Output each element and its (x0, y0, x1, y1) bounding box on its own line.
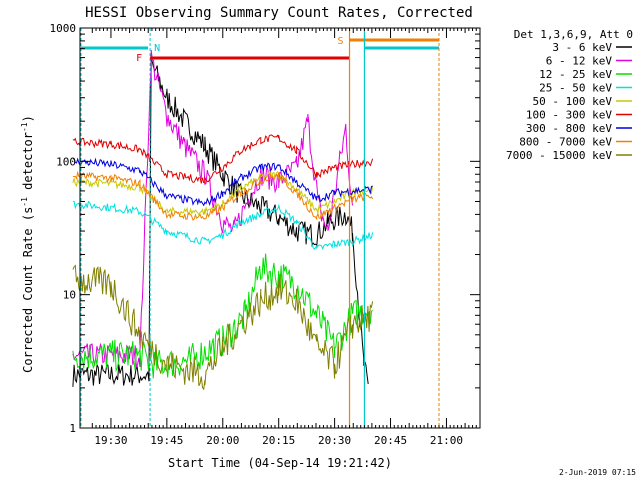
legend-label: 6 - 12 keV (546, 55, 613, 68)
series-line-9 (72, 264, 374, 391)
y-axis-label-group: Corrected Count Rate (s-1 detector-1) (20, 115, 35, 373)
axes: 1 10 100 1000 19:30 19:45 20:00 20:15 20:30 20:45… (50, 22, 481, 447)
series-line-5 (72, 170, 374, 217)
y-axis-label-mid: detector (21, 132, 35, 197)
marker-label-n: N (154, 43, 160, 54)
y-axis-label: Corrected Count Rate (s-1 detector-1) (20, 115, 35, 373)
x-tick-label: 20:45 (374, 434, 407, 447)
legend-label: 300 - 800 keV (526, 122, 612, 135)
plot-area: N F S (72, 28, 440, 428)
legend-label: 12 - 25 keV (539, 68, 612, 81)
x-tick-label: 20:00 (206, 434, 239, 447)
x-tick-label: 20:15 (262, 434, 295, 447)
x-tick-label: 19:45 (150, 434, 183, 447)
series-line-8 (72, 170, 374, 221)
y-tick-label: 1 (69, 422, 76, 435)
y-axis-label-end: ) (21, 115, 35, 122)
legend-label: 7000 - 15000 keV (506, 149, 612, 162)
marker-label-s: S (338, 36, 344, 47)
marker-label-f: F (136, 53, 142, 64)
legend-label: 3 - 6 keV (552, 41, 612, 54)
x-tick-label: 19:30 (94, 434, 127, 447)
series-line-2 (72, 50, 353, 368)
legend-label: 50 - 100 keV (533, 95, 613, 108)
series-line-1 (72, 53, 369, 387)
legend-label: 100 - 300 keV (526, 109, 612, 122)
y-tick-label: 100 (56, 155, 76, 168)
series-line-6 (72, 134, 374, 184)
y-axis-label-sup1: -1 (20, 197, 29, 207)
x-axis-label: Start Time (04-Sep-14 19:21:42) (168, 456, 392, 470)
x-tick-label: 21:00 (430, 434, 463, 447)
y-tick-label: 10 (63, 289, 76, 302)
y-axis-label-main: Corrected Count Rate (s (21, 207, 35, 373)
chart-title: HESSI Observing Summary Count Rates, Cor… (85, 5, 473, 21)
y-tick-label: 1000 (50, 22, 77, 35)
series-line-4 (72, 200, 374, 251)
legend-label: 800 - 7000 keV (519, 136, 612, 149)
x-tick-label: 20:30 (318, 434, 351, 447)
legend-title: Det 1,3,6,9, Att 0 (514, 28, 633, 41)
footer-date: 2-Jun-2019 07:15 (559, 468, 636, 477)
y-axis-label-sup2: -1 (20, 122, 29, 132)
legend-label: 25 - 50 keV (539, 82, 612, 95)
plot-frame (79, 27, 481, 429)
series-line-7 (72, 157, 373, 207)
